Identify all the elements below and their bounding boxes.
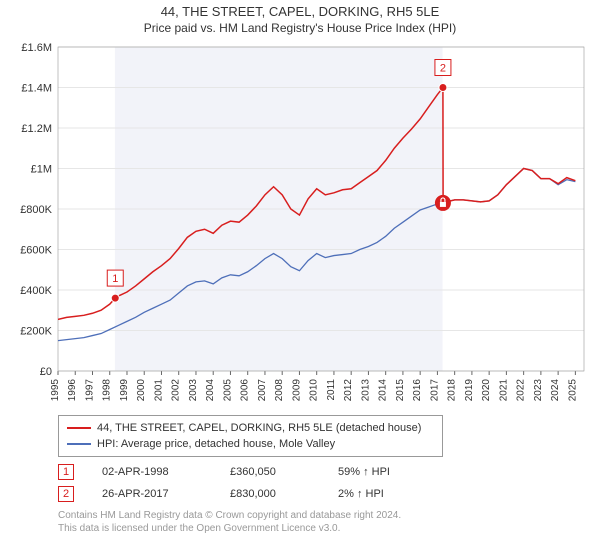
svg-text:1999: 1999 (119, 379, 130, 402)
legend-label: 44, THE STREET, CAPEL, DORKING, RH5 5LE … (97, 420, 421, 436)
svg-text:2017: 2017 (429, 379, 440, 402)
legend-label: HPI: Average price, detached house, Mole… (97, 436, 335, 452)
sale-row: 2 26-APR-2017 £830,000 2% ↑ HPI (58, 483, 594, 505)
svg-text:2013: 2013 (360, 379, 371, 402)
legend: 44, THE STREET, CAPEL, DORKING, RH5 5LE … (58, 415, 443, 457)
svg-text:£1.2M: £1.2M (21, 123, 52, 135)
svg-text:2025: 2025 (567, 379, 578, 402)
svg-text:1996: 1996 (67, 379, 78, 402)
svg-text:£600K: £600K (20, 245, 52, 257)
svg-text:2005: 2005 (222, 379, 233, 402)
svg-text:£1.6M: £1.6M (21, 42, 52, 54)
sale-delta: 59% ↑ HPI (338, 466, 390, 478)
svg-text:1995: 1995 (50, 379, 61, 402)
svg-text:2006: 2006 (240, 379, 251, 402)
svg-text:2024: 2024 (550, 379, 561, 402)
svg-text:2002: 2002 (171, 379, 182, 402)
svg-text:1: 1 (112, 273, 118, 285)
svg-text:£400K: £400K (20, 285, 52, 297)
legend-row: 44, THE STREET, CAPEL, DORKING, RH5 5LE … (67, 420, 434, 436)
svg-text:2019: 2019 (464, 379, 475, 402)
svg-text:2014: 2014 (378, 379, 389, 402)
sale-row: 1 02-APR-1998 £360,050 59% ↑ HPI (58, 461, 594, 483)
svg-text:2004: 2004 (205, 379, 216, 402)
svg-text:2021: 2021 (498, 379, 509, 402)
svg-text:2000: 2000 (136, 379, 147, 402)
sale-price: £360,050 (230, 466, 310, 478)
sale-date: 02-APR-1998 (102, 466, 202, 478)
svg-text:£200K: £200K (20, 326, 52, 338)
price-chart: £0 £200K £400K £600K £800K £1M £1.2M £1.4M £1.6M… (6, 41, 592, 411)
legend-swatch (67, 443, 91, 445)
svg-text:2008: 2008 (274, 379, 285, 402)
page-subtitle: Price paid vs. HM Land Registry's House … (6, 21, 594, 35)
svg-text:£1.4M: £1.4M (21, 83, 52, 95)
svg-text:£1M: £1M (31, 164, 52, 176)
svg-text:2011: 2011 (326, 379, 337, 401)
svg-text:2001: 2001 (153, 379, 164, 402)
sale-marker-box: 1 (58, 464, 74, 480)
sale-marker-box: 2 (58, 486, 74, 502)
footer-line2: This data is licensed under the Open Gov… (58, 522, 594, 535)
svg-text:2003: 2003 (188, 379, 199, 402)
svg-text:1998: 1998 (102, 379, 113, 402)
svg-text:£800K: £800K (20, 204, 52, 216)
svg-text:2015: 2015 (395, 379, 406, 402)
svg-text:£0: £0 (40, 366, 52, 378)
sales-table: 1 02-APR-1998 £360,050 59% ↑ HPI 2 26-APR-201… (58, 461, 594, 505)
svg-text:1997: 1997 (84, 379, 95, 402)
svg-text:2: 2 (440, 63, 446, 75)
svg-text:2020: 2020 (481, 379, 492, 402)
sale-delta: 2% ↑ HPI (338, 488, 384, 500)
svg-text:2009: 2009 (291, 379, 302, 402)
svg-text:2023: 2023 (533, 379, 544, 402)
svg-text:2016: 2016 (412, 379, 423, 402)
page-title: 44, THE STREET, CAPEL, DORKING, RH5 5LE (6, 4, 594, 19)
footer-line1: Contains HM Land Registry data © Crown c… (58, 509, 594, 522)
svg-text:2012: 2012 (343, 379, 354, 402)
legend-row: HPI: Average price, detached house, Mole… (67, 436, 434, 452)
sale-date: 26-APR-2017 (102, 488, 202, 500)
copyright-footer: Contains HM Land Registry data © Crown c… (58, 509, 594, 535)
svg-text:2007: 2007 (257, 379, 268, 402)
sale-price: £830,000 (230, 488, 310, 500)
svg-text:2022: 2022 (516, 379, 527, 402)
svg-text:2010: 2010 (309, 379, 320, 402)
svg-text:2018: 2018 (447, 379, 458, 402)
legend-swatch (67, 427, 91, 429)
